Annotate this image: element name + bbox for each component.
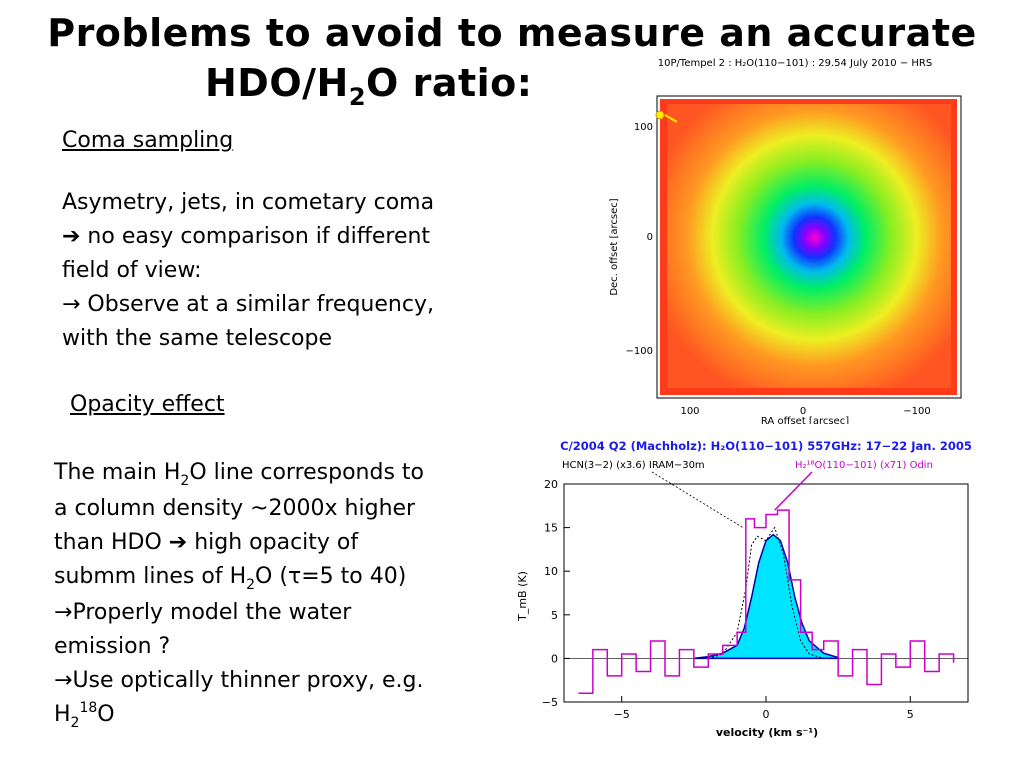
- opacity-l7: Use optically thinner proxy, e.g.: [72, 668, 424, 693]
- opacity-line8: H218O: [54, 698, 424, 734]
- arrow-icon: →: [62, 292, 81, 317]
- title-text-b: O ratio:: [366, 61, 533, 105]
- title-text-a: HDO/H: [205, 61, 349, 105]
- slide-title-line1: Problems to avoid to measure an accurate: [47, 11, 977, 55]
- map-marker-icon: [655, 110, 665, 120]
- map-ytick: 100: [634, 122, 653, 133]
- chart-xlabel: velocity (km s⁻¹): [716, 726, 818, 739]
- map-marker-line: [664, 114, 678, 123]
- chart-ytick-label: 20: [544, 478, 558, 491]
- map-ytick: 0: [647, 232, 653, 243]
- title-subscript: 2: [348, 83, 367, 111]
- chart-xtick-label: −5: [614, 708, 630, 721]
- map-title: 10P/Tempel 2 : H₂O(110−101) : 29.54 July…: [658, 58, 932, 69]
- opacity-line6: emission ?: [54, 634, 171, 659]
- arrow-icon: →: [54, 600, 73, 625]
- coma-heading: Coma sampling: [62, 128, 234, 153]
- map-xtick: 100: [680, 406, 699, 417]
- map-xlabel: RA offset [arcsec]: [761, 416, 849, 424]
- arrow-icon: →: [54, 668, 73, 693]
- chart-ylabel: T_mB (K): [516, 571, 529, 622]
- slide-title-line2: HDO/H2O ratio:: [205, 60, 565, 111]
- coma-map-figure: 10P/Tempel 2 : H₂O(110−101) : 29.54 July…: [609, 58, 962, 424]
- spectrum-chart: C/2004 Q2 (Machholz): H₂O(110−101) 557GH…: [516, 439, 972, 739]
- map-inner: [667, 104, 951, 388]
- opacity-l4a: submm lines of H: [54, 564, 247, 589]
- arrow-icon: ➔: [168, 530, 188, 555]
- chart-xtick-label: 0: [763, 708, 770, 721]
- spectrum-plot-area: −5 0 5 10 15 20 −5 0 5: [542, 471, 969, 721]
- chart-title: C/2004 Q2 (Machholz): H₂O(110−101) 557GH…: [560, 439, 972, 453]
- series-h2o-area: [693, 533, 839, 660]
- chart-xtick-label: 5: [907, 708, 914, 721]
- arrow-icon: ➔: [62, 224, 81, 249]
- opacity-line4: submm lines of H2O (τ=5 to 40): [54, 560, 424, 596]
- opacity-heading: Opacity effect: [70, 392, 225, 417]
- opacity-l4c: =5 to 40): [301, 564, 407, 589]
- chart-ytick-label: 15: [544, 522, 558, 535]
- chart-ytick-label: 0: [551, 652, 558, 665]
- coma-line2: ➔ no easy comparison if different: [62, 220, 434, 254]
- opacity-l5: Properly model the water: [72, 600, 352, 625]
- opacity-paragraph: The main H2O line corresponds to a colum…: [54, 456, 424, 734]
- opacity-line3: than HDO ➔ high opacity of: [54, 526, 424, 560]
- opacity-l4b: O (: [255, 564, 288, 589]
- map-ytick: −100: [626, 346, 653, 357]
- chart-ytick-label: 10: [544, 565, 558, 578]
- chart-ytick-label: −5: [542, 696, 558, 709]
- opacity-line1: The main H2O line corresponds to: [54, 456, 424, 492]
- coma-line3: field of view:: [62, 258, 202, 283]
- map-ylabel: Dec. offset [arcsec]: [609, 198, 620, 295]
- coma-line2-text: no easy comparison if different: [80, 224, 431, 249]
- series-h218o-line: [578, 509, 955, 695]
- opacity-l1b: O line corresponds to: [189, 460, 424, 485]
- chart-annotation-h218o: H₂¹⁸O(110−101) (x71) Odin: [795, 460, 933, 471]
- map-xtick: −100: [903, 406, 930, 417]
- opacity-l4sub: 2: [246, 577, 256, 593]
- opacity-line5: →Properly model the water: [54, 596, 424, 630]
- opacity-l8b: O: [97, 702, 115, 727]
- opacity-l1a: The main H: [54, 460, 181, 485]
- opacity-l8a: H: [54, 702, 71, 727]
- coma-line1: Asymetry, jets, in cometary coma: [62, 190, 435, 215]
- opacity-line2: a column density ~2000x higher: [54, 496, 416, 521]
- coma-line5: with the same telescope: [62, 326, 332, 351]
- opacity-line7: →Use optically thinner proxy, e.g.: [54, 664, 424, 698]
- opacity-l8sup: 18: [79, 700, 98, 716]
- coma-paragraph: Asymetry, jets, in cometary coma ➔ no ea…: [62, 186, 434, 356]
- opacity-l3b: high opacity of: [187, 530, 359, 555]
- coma-line4-text: Observe at a similar frequency,: [80, 292, 434, 317]
- annotation-pointer-hcn: [651, 471, 744, 528]
- chart-annotation-hcn: HCN(3−2) (x3.6) IRAM−30m: [562, 460, 705, 471]
- coma-line4: → Observe at a similar frequency,: [62, 288, 434, 322]
- map-xtick: 0: [800, 406, 806, 417]
- chart-ytick-label: 5: [551, 609, 558, 622]
- opacity-l3a: than HDO: [54, 530, 169, 555]
- annotation-pointer-h218o: [774, 471, 813, 511]
- tau-symbol: τ: [287, 564, 302, 589]
- opacity-l1sub: 2: [180, 473, 190, 489]
- opacity-l8sub: 2: [70, 715, 80, 731]
